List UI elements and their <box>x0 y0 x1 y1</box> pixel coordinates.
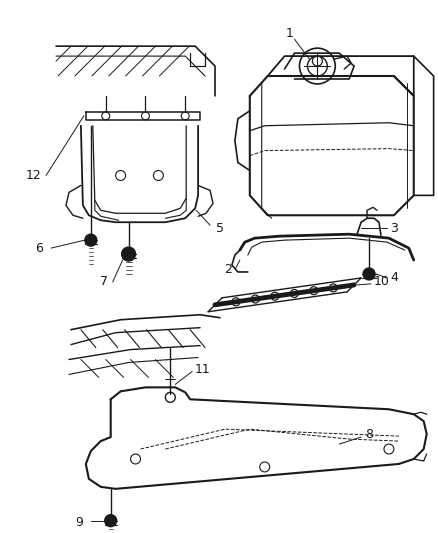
Text: 2: 2 <box>224 263 232 277</box>
Text: 1: 1 <box>286 27 293 40</box>
Text: 11: 11 <box>195 363 211 376</box>
Text: 8: 8 <box>365 427 373 441</box>
Text: 4: 4 <box>390 271 398 285</box>
Text: 12: 12 <box>25 169 41 182</box>
Text: 6: 6 <box>35 241 43 255</box>
Text: 3: 3 <box>390 222 398 235</box>
Circle shape <box>122 247 135 261</box>
Circle shape <box>85 234 97 246</box>
Text: 9: 9 <box>75 516 83 529</box>
Circle shape <box>105 515 117 527</box>
Circle shape <box>363 268 375 280</box>
Text: 5: 5 <box>216 222 224 235</box>
Text: 10: 10 <box>374 276 390 288</box>
Text: 7: 7 <box>100 276 108 288</box>
